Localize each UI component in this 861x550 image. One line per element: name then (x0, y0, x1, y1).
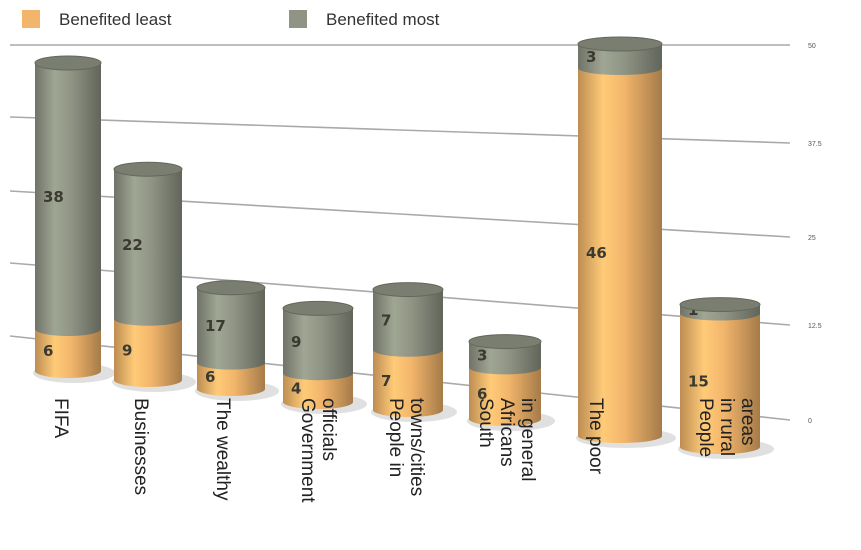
y-tick-label: 0 (808, 418, 812, 425)
legend-label-2: Benefited most (326, 10, 440, 29)
bar-group: 6 17 (195, 280, 279, 401)
data-label: 3 (477, 347, 487, 365)
category-label-line: areas (737, 398, 758, 446)
category-label: People in towns/cities (385, 398, 427, 496)
bar-segment-least (373, 349, 443, 417)
bar-segment-least (197, 362, 265, 396)
category-label: People in rural areas (695, 398, 758, 457)
category-label-line: Businesses (130, 398, 151, 495)
bar-cap (34, 55, 102, 71)
bar-segment-most (283, 308, 353, 381)
bar-segment-most (35, 63, 101, 336)
bar-group: 77 (371, 282, 457, 422)
bar-cap (113, 161, 183, 177)
bar-cap (679, 297, 761, 313)
category-label: The poor (585, 398, 606, 475)
legend-swatch-2 (289, 10, 307, 28)
category-label-line: People (695, 398, 716, 457)
bar-segment-least (283, 373, 353, 409)
y-tick-label: 50 (808, 43, 816, 50)
category-label-line: FIFA (50, 398, 71, 438)
y-tick-label: 25 (808, 235, 816, 242)
bar-segment-least (680, 313, 760, 454)
data-label: 15 (688, 372, 709, 390)
category-label-line: towns/cities (406, 398, 427, 496)
bar-segment-least (35, 329, 101, 378)
bar-group: 49 (281, 300, 367, 414)
legend: Benefited least Benefited most (22, 10, 440, 29)
data-label: 3 (586, 48, 596, 66)
data-label: 9 (291, 333, 301, 351)
data-label: 4 (291, 380, 301, 398)
bar-cap (282, 300, 354, 316)
legend-swatch-1 (22, 10, 40, 28)
category-label: Government officials (297, 398, 339, 503)
legend-label-1: Benefited least (59, 10, 172, 29)
bar-group: 9 22 (112, 161, 196, 392)
category-label-line: in general (517, 398, 538, 481)
category-label-line: in rural (716, 398, 737, 456)
category-label-line: The wealthy (212, 398, 233, 501)
bar-group: 6 38 (33, 55, 115, 383)
category-label: The wealthy (212, 398, 233, 501)
data-label: 38 (43, 188, 64, 206)
data-label: 17 (205, 317, 226, 335)
category-label: South Africans in general (475, 398, 538, 481)
bar-segment-most (578, 44, 662, 75)
bar-segment-most (373, 289, 443, 357)
y-tick-labels: 50 37.5 25 12.5 0 (808, 43, 822, 425)
category-label-line: The poor (585, 398, 606, 475)
category-label-line: Africans (496, 398, 517, 467)
data-label: 22 (122, 236, 143, 254)
data-label: 7 (381, 312, 391, 330)
data-label: 6 (477, 385, 487, 403)
bar-group: 151 (678, 297, 774, 459)
bar-group: 46 3 (576, 36, 676, 448)
y-tick-label: 37.5 (808, 141, 822, 148)
bar-segment-least (114, 318, 182, 387)
category-label-line: South (475, 398, 496, 448)
category-labels: FIFA Businesses The wealthy Government offic… (50, 398, 758, 503)
category-label-line: officials (318, 398, 339, 461)
bar-segment-least (469, 367, 541, 426)
bar-segment-most (197, 287, 265, 370)
data-label: 7 (381, 372, 391, 390)
bar-cap (468, 334, 542, 350)
bar-segment-least (578, 68, 662, 443)
bar-group: 63 (467, 334, 555, 431)
data-label: 9 (122, 341, 132, 359)
y-tick-label: 12.5 (808, 323, 822, 330)
bar-cap (577, 36, 663, 52)
bars: 638922617497763463151 (33, 36, 774, 459)
bar-cap (196, 280, 266, 296)
category-label-line: Government (297, 398, 318, 503)
bar-cap (372, 282, 444, 298)
data-label: 6 (43, 342, 53, 360)
gridline (9, 116, 791, 144)
category-label: FIFA (50, 398, 71, 438)
bar-segment-most (114, 169, 182, 326)
category-label-line: People in (385, 398, 406, 477)
category-label: Businesses (130, 398, 151, 495)
data-label: 6 (205, 368, 215, 386)
data-label: 46 (586, 244, 607, 262)
bar-segment-most (469, 341, 541, 375)
